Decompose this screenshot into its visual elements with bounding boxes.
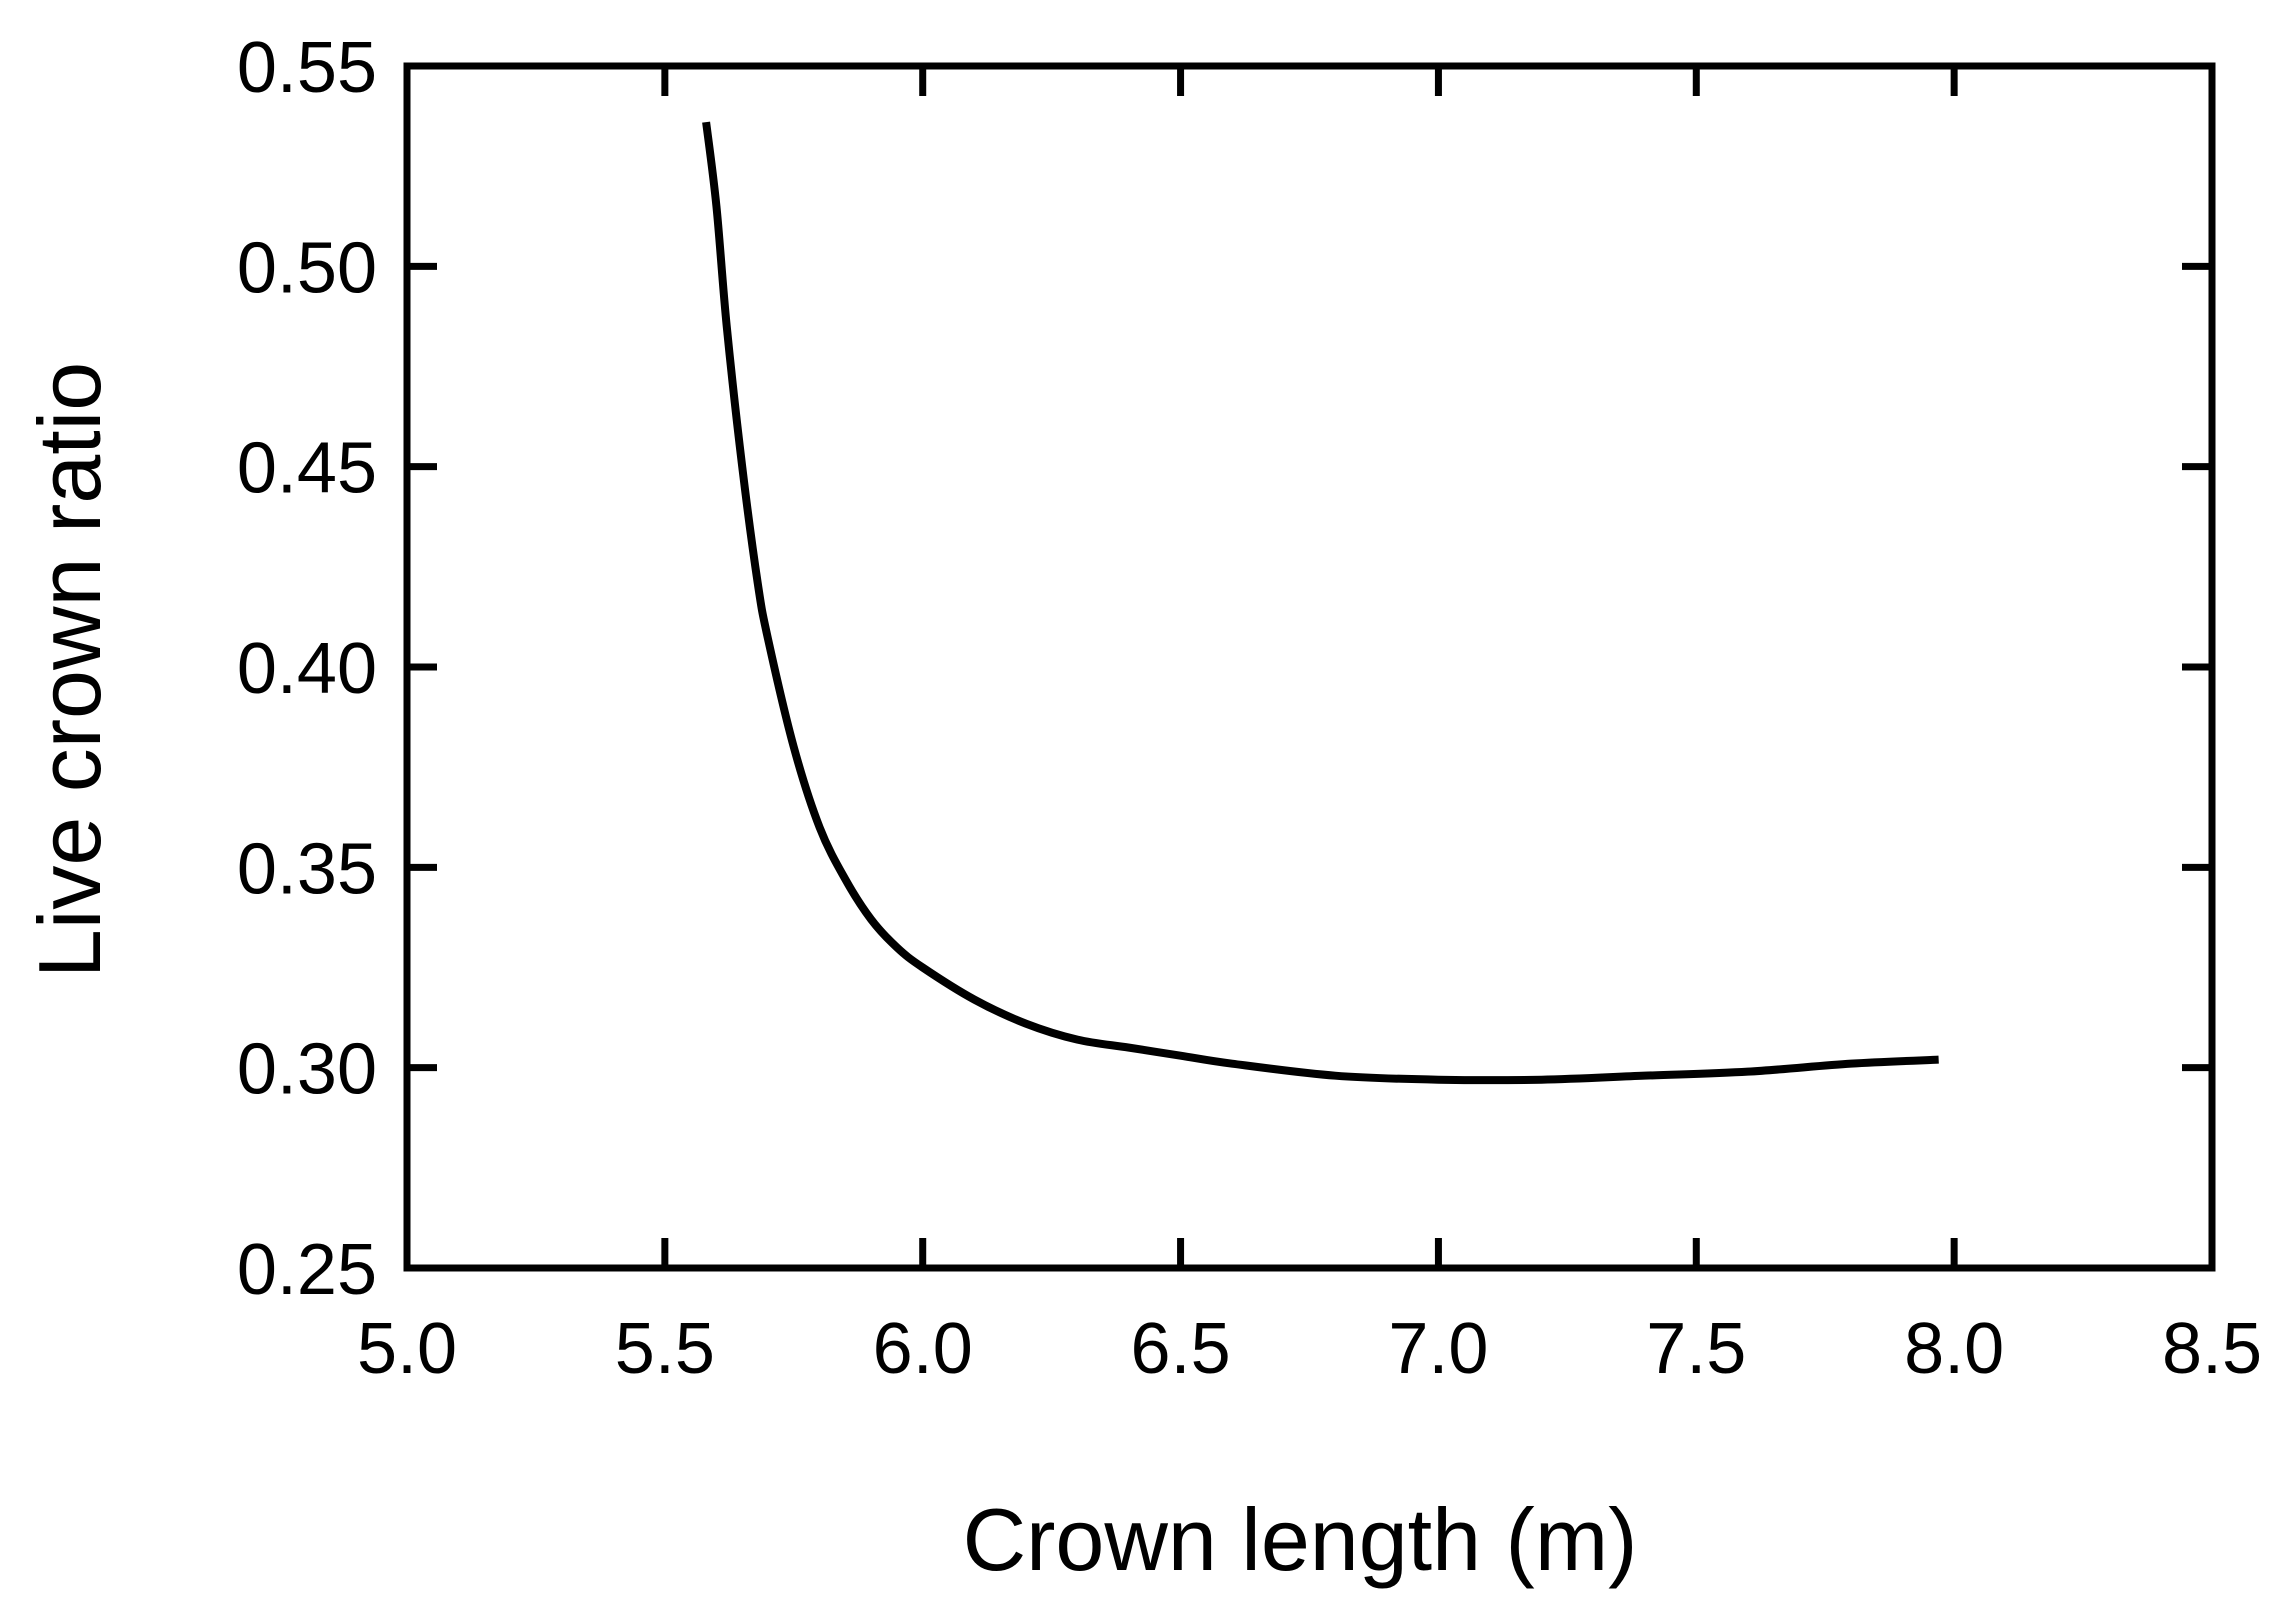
x-tick-label: 7.0 bbox=[1388, 1309, 1488, 1389]
series-line-0 bbox=[702, 121, 1939, 1085]
y-tick-label: 0.50 bbox=[237, 228, 377, 308]
x-axis-title: Crown length (m) bbox=[963, 1490, 1638, 1589]
y-axis-ticks: 0.25 0.30 0.35 0.40 0.45 0.50 0.55 bbox=[237, 28, 2212, 1310]
x-tick-label: 6.5 bbox=[1131, 1309, 1231, 1389]
y-tick-label: 0.35 bbox=[237, 829, 377, 909]
x-tick-label: 8.5 bbox=[2162, 1309, 2262, 1389]
y-tick-label: 0.55 bbox=[237, 28, 377, 108]
y-tick-label: 0.25 bbox=[237, 1230, 377, 1310]
x-tick-label: 5.0 bbox=[357, 1309, 457, 1389]
y-axis-title: Live crown ratio bbox=[20, 362, 119, 978]
series-layer bbox=[702, 121, 1939, 1085]
x-tick-label: 7.5 bbox=[1646, 1309, 1746, 1389]
x-tick-label: 8.0 bbox=[1904, 1309, 2004, 1389]
x-tick-label: 5.5 bbox=[615, 1309, 715, 1389]
x-axis-ticks: 5.0 5.5 6.0 6.5 7.0 7.5 8.0 8.5 bbox=[357, 66, 2262, 1389]
y-tick-label: 0.45 bbox=[237, 429, 377, 509]
y-tick-label: 0.30 bbox=[237, 1030, 377, 1110]
y-tick-label: 0.40 bbox=[237, 629, 377, 709]
x-tick-label: 6.0 bbox=[873, 1309, 973, 1389]
